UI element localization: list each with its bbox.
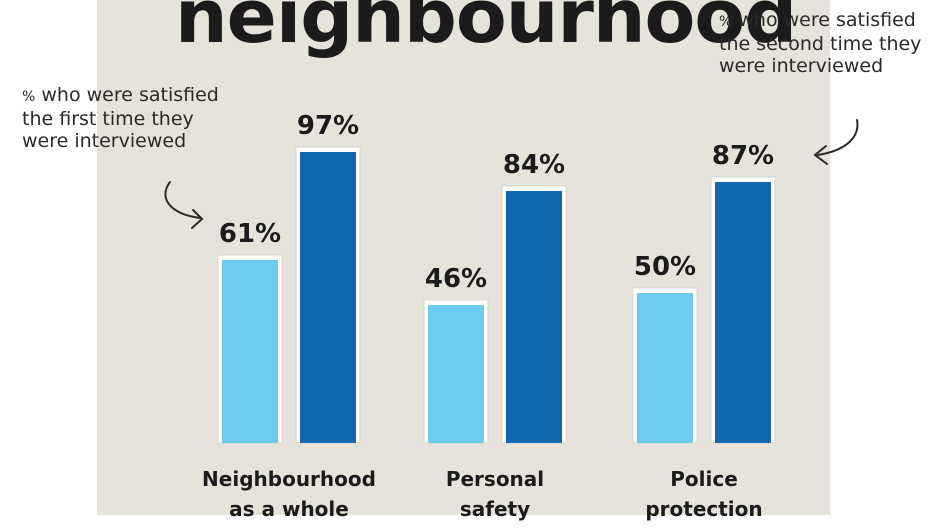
value-label-second-0: 97% xyxy=(297,111,359,141)
bar-first-0 xyxy=(222,260,278,443)
annotation-second-pct-symbol: % xyxy=(719,14,733,30)
arrowhead-second-interview-icon xyxy=(813,145,828,165)
bar-second-2 xyxy=(715,182,771,443)
chart-title: neighbourhood xyxy=(175,0,797,60)
arrow-first-interview-icon xyxy=(164,181,201,219)
bar-first-1 xyxy=(428,305,484,443)
annotation-second-text: who were satisfied the second time they … xyxy=(719,9,922,77)
bar-second-1 xyxy=(506,191,562,443)
bar-first-2 xyxy=(637,293,693,443)
bar-second-0 xyxy=(300,152,356,443)
annotation-first-interview: % who were satisfied the first time they… xyxy=(22,84,222,152)
value-label-first-2: 50% xyxy=(634,252,696,282)
category-label-2-line-1: protection xyxy=(645,497,762,521)
annotation-first-text: who were satisfied the first time they w… xyxy=(22,84,219,152)
value-label-second-1: 84% xyxy=(503,150,565,180)
category-label-0-line-1: as a whole xyxy=(229,497,349,521)
category-label-2-line-0: Police xyxy=(670,467,738,491)
annotation-arrows xyxy=(164,119,859,229)
value-label-first-0: 61% xyxy=(219,219,281,249)
arrowhead-first-interview-icon xyxy=(191,209,204,229)
category-label-1-line-1: safety xyxy=(460,497,530,521)
arrow-second-interview-icon xyxy=(817,119,859,156)
annotation-first-pct-symbol: % xyxy=(22,89,36,105)
annotation-second-interview: % who were satisfied the second time the… xyxy=(719,9,949,77)
value-label-second-2: 87% xyxy=(712,141,774,171)
value-label-first-1: 46% xyxy=(425,264,487,294)
category-label-0-line-0: Neighbourhood xyxy=(202,467,376,491)
bars-group: 61% 97% Neighbourhood as a whole 46% 84% Perso… xyxy=(202,111,776,521)
category-label-1-line-0: Personal xyxy=(446,467,544,491)
